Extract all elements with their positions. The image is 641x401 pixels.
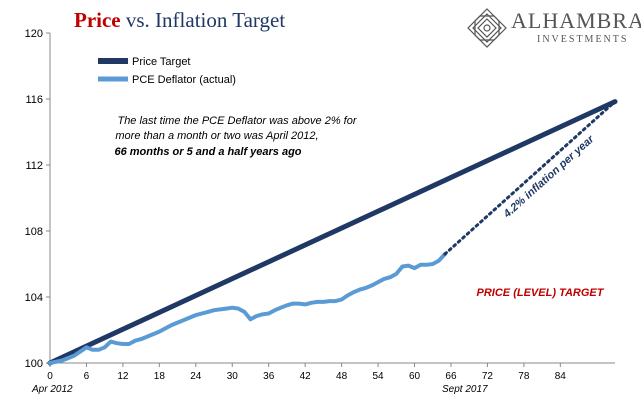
series-price-target (47, 99, 618, 366)
annotation-note-line2: more than a month or two was April 2012, (115, 130, 318, 142)
x-tick-label: 18 (154, 371, 166, 382)
logo-subtitle: INVESTMENTS (537, 34, 629, 45)
series-lines (47, 99, 618, 366)
x-tick-label: 6 (84, 371, 90, 382)
chart-title: Price vs. Inflation Target (74, 8, 285, 33)
chart-title-rest: vs. Inflation Target (120, 8, 286, 32)
y-tick-label: 112 (25, 160, 43, 172)
x-tick-label: 42 (300, 371, 312, 382)
x-start-label: Apr 2012 (31, 384, 73, 395)
annotation-target-label: PRICE (LEVEL) TARGET (477, 287, 605, 299)
x-tick-label: 72 (482, 371, 494, 382)
y-axis: 100 104 108 112 116 120 (25, 28, 51, 370)
x-tick-label: 12 (117, 371, 129, 382)
logo-name: ALHAMBRA (511, 8, 641, 33)
annotation-note-line3: 66 months or 5 and a half years ago (114, 146, 301, 158)
y-tick-label: 104 (25, 292, 43, 304)
x-tick-label: 60 (409, 371, 421, 382)
x-tick-label: 24 (190, 371, 202, 382)
legend-label: Price Target (132, 56, 191, 68)
series-projection-dotted (443, 100, 617, 256)
y-tick-label: 108 (25, 226, 43, 238)
annotation-note-line1: The last time the PCE Deflator was above… (117, 115, 357, 127)
x-tick-label: 78 (518, 371, 530, 382)
x-end-label: Sept 2017 (442, 384, 488, 395)
y-tick-label: 100 (25, 358, 43, 370)
y-tick-label: 120 (25, 28, 43, 40)
x-tick-label: 36 (263, 371, 275, 382)
series-pce-deflator (48, 252, 447, 365)
y-tick-label: 116 (25, 94, 43, 106)
x-axis: 0 6 12 18 24 30 36 42 48 54 60 66 72 78 84 Apr 2012 Sept… (31, 362, 615, 395)
legend: Price Target PCE Deflator (actual) (98, 56, 236, 86)
x-tick-label: 48 (336, 371, 348, 382)
legend-label: PCE Deflator (actual) (132, 74, 236, 86)
company-logo: ALHAMBRA INVESTMENTS (465, 6, 641, 52)
alhambra-logo-icon (467, 8, 507, 48)
x-tick-label: 66 (445, 371, 457, 382)
x-tick-label: 30 (227, 371, 239, 382)
x-tick-label: 0 (47, 371, 53, 382)
x-tick-label: 84 (555, 371, 567, 382)
chart-title-highlight: Price (74, 8, 121, 32)
x-tick-label: 54 (373, 371, 385, 382)
